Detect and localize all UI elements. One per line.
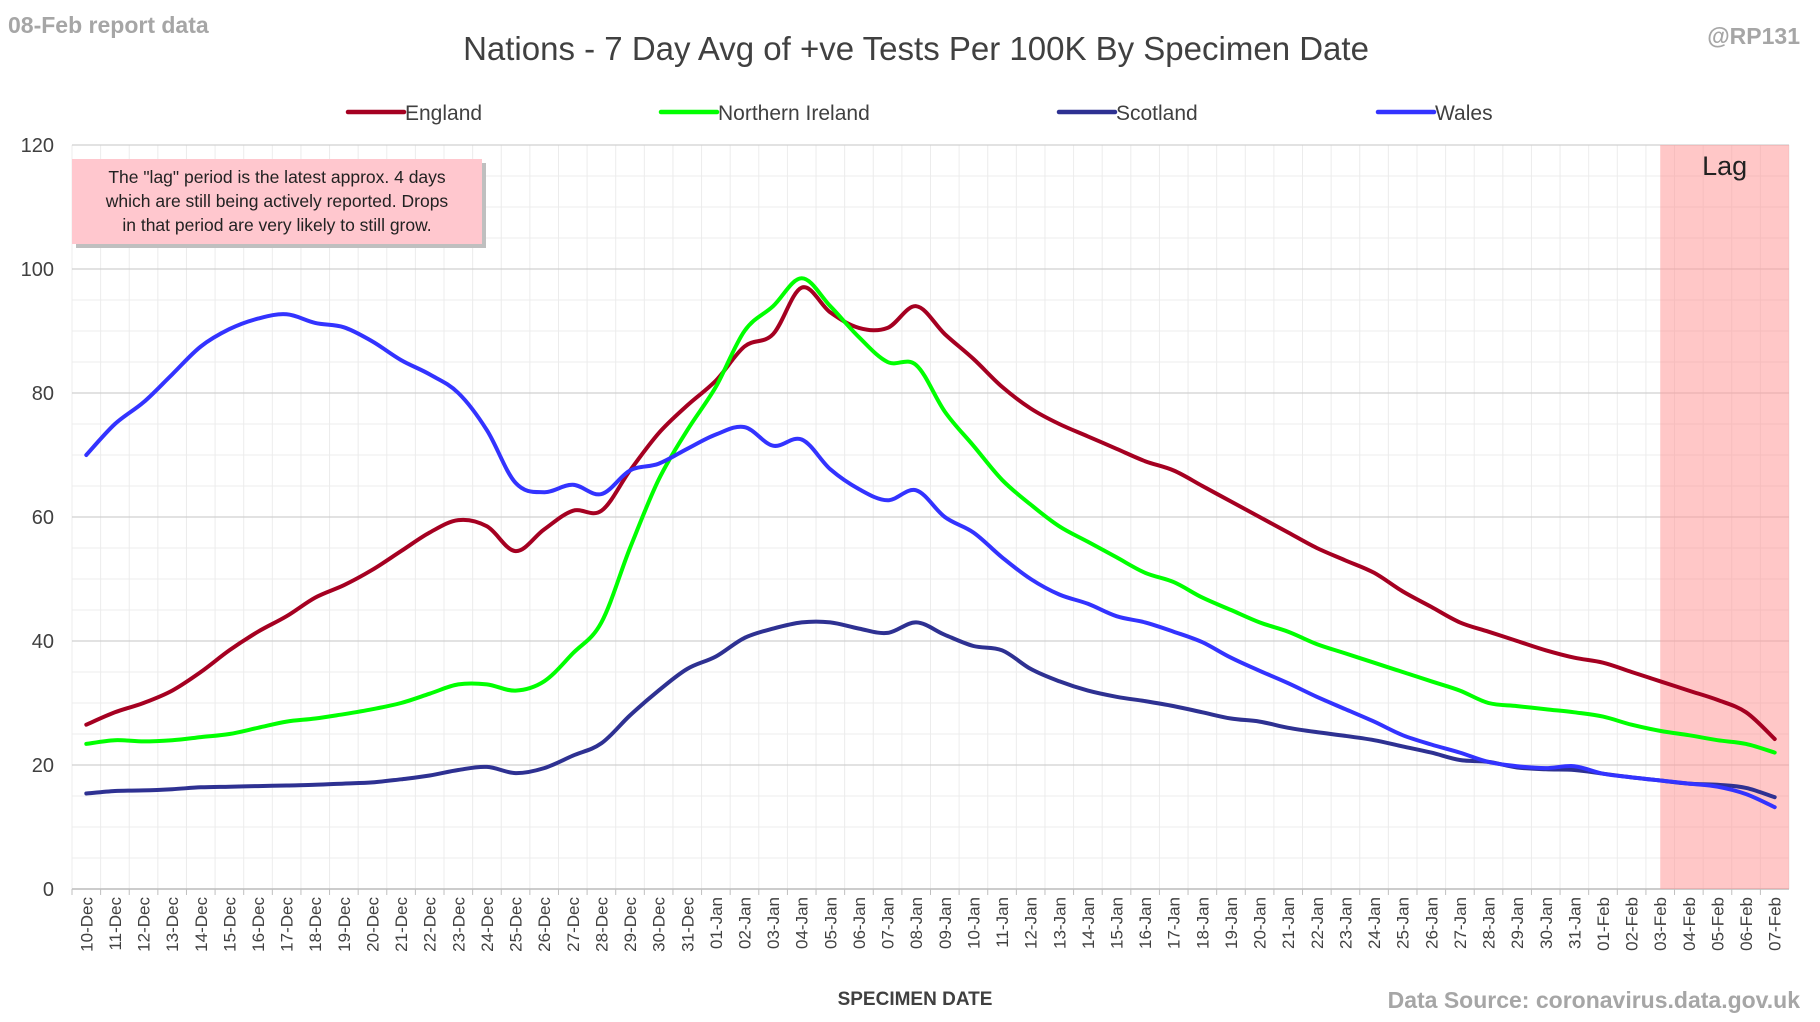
grid bbox=[71, 144, 1790, 890]
x-tick-label: 15-Jan bbox=[1108, 897, 1127, 949]
legend: England Northern Ireland Scotland Wales bbox=[345, 102, 1493, 125]
y-tick-label: 100 bbox=[21, 259, 54, 281]
legend-label-scotland: Scotland bbox=[1116, 102, 1198, 125]
x-tick-label: 02-Jan bbox=[735, 897, 754, 949]
x-tick-label: 05-Feb bbox=[1708, 897, 1727, 951]
x-tick-label: 15-Dec bbox=[220, 897, 239, 952]
x-tick-label: 12-Jan bbox=[1022, 897, 1041, 949]
y-tick-label: 80 bbox=[32, 383, 54, 405]
x-tick-label: 19-Dec bbox=[335, 897, 354, 952]
note-line-2: which are still being actively reported.… bbox=[105, 191, 449, 211]
x-tick-label: 17-Jan bbox=[1165, 897, 1184, 949]
x-tick-label: 17-Dec bbox=[278, 897, 297, 952]
x-tick-label: 02-Feb bbox=[1623, 897, 1642, 951]
legend-label-england: England bbox=[405, 102, 482, 125]
report-label: 08-Feb report data bbox=[8, 12, 209, 38]
x-tick-label: 07-Feb bbox=[1766, 897, 1785, 951]
x-tick-label: 25-Jan bbox=[1394, 897, 1413, 949]
x-tick-label: 10-Dec bbox=[77, 897, 96, 952]
lag-band bbox=[1660, 145, 1789, 889]
x-tick-label: 06-Feb bbox=[1737, 897, 1756, 951]
x-tick-label: 30-Jan bbox=[1537, 897, 1556, 949]
x-tick-label: 22-Jan bbox=[1308, 897, 1327, 949]
x-tick-label: 28-Dec bbox=[592, 897, 611, 952]
x-tick-label: 20-Dec bbox=[363, 897, 382, 952]
x-tick-label: 22-Dec bbox=[421, 897, 440, 952]
x-tick-label: 16-Dec bbox=[249, 897, 268, 952]
x-tick-label: 29-Jan bbox=[1508, 897, 1527, 949]
lag-label: Lag bbox=[1702, 151, 1747, 181]
series-line-wales bbox=[84, 312, 1777, 810]
x-axis-label: SPECIMEN DATE bbox=[838, 989, 993, 1010]
x-tick-label: 28-Jan bbox=[1480, 897, 1499, 949]
x-tick-label: 18-Dec bbox=[306, 897, 325, 952]
x-tick-label: 11-Jan bbox=[993, 897, 1012, 948]
x-tick-label: 16-Jan bbox=[1136, 897, 1155, 949]
x-tick-label: 19-Jan bbox=[1222, 897, 1241, 949]
chart-title: Nations - 7 Day Avg of +ve Tests Per 100… bbox=[463, 30, 1369, 67]
note-box-background bbox=[72, 159, 482, 244]
x-tick-label: 13-Dec bbox=[163, 897, 182, 952]
x-tick-label: 05-Jan bbox=[821, 897, 840, 949]
series-group bbox=[84, 276, 1777, 810]
note-box: The "lag" period is the latest approx. 4… bbox=[72, 159, 486, 248]
x-tick-label: 26-Dec bbox=[535, 897, 554, 952]
x-tick-label: 10-Jan bbox=[964, 897, 983, 949]
y-tick-label: 0 bbox=[43, 879, 54, 901]
x-tick-label: 14-Dec bbox=[192, 897, 211, 952]
x-tick-label: 27-Jan bbox=[1451, 897, 1470, 949]
x-tick-label: 13-Jan bbox=[1050, 897, 1069, 949]
y-tick-label: 60 bbox=[32, 507, 54, 529]
y-tick-label: 120 bbox=[21, 135, 54, 157]
x-tick-label: 03-Jan bbox=[764, 897, 783, 949]
x-tick-label: 07-Jan bbox=[879, 897, 898, 949]
x-tick-label: 24-Jan bbox=[1365, 897, 1384, 949]
x-tick-label: 25-Dec bbox=[507, 897, 526, 952]
x-tick-label: 24-Dec bbox=[478, 897, 497, 952]
x-tick-label: 12-Dec bbox=[135, 897, 154, 952]
series-line-northern-ireland bbox=[84, 276, 1777, 755]
x-tick-label: 21-Jan bbox=[1279, 897, 1298, 949]
note-line-1: The "lag" period is the latest approx. 4… bbox=[108, 167, 446, 187]
x-tick-label: 31-Jan bbox=[1565, 897, 1584, 949]
data-source: Data Source: coronavirus.data.gov.uk bbox=[1388, 987, 1801, 1013]
x-tick-label: 31-Dec bbox=[678, 897, 697, 952]
x-tick-label: 27-Dec bbox=[564, 897, 583, 952]
x-tick-label: 04-Feb bbox=[1680, 897, 1699, 951]
x-tick-label: 21-Dec bbox=[392, 897, 411, 952]
legend-label-northern-ireland: Northern Ireland bbox=[718, 102, 870, 125]
y-axis: 0 20 40 60 80 100 120 bbox=[21, 135, 54, 901]
x-tick-label: 08-Jan bbox=[907, 897, 926, 949]
x-tick-label: 04-Jan bbox=[793, 897, 812, 949]
x-tick-label: 01-Jan bbox=[707, 897, 726, 949]
x-tick-label: 11-Dec bbox=[106, 897, 125, 951]
y-tick-label: 40 bbox=[32, 631, 54, 653]
x-tick-label: 18-Jan bbox=[1193, 897, 1212, 949]
x-tick-label: 09-Jan bbox=[936, 897, 955, 949]
note-line-3: in that period are very likely to still … bbox=[122, 215, 431, 235]
y-tick-label: 20 bbox=[32, 755, 54, 777]
x-tick-label: 23-Jan bbox=[1336, 897, 1355, 949]
handle: @RP131 bbox=[1707, 23, 1800, 49]
x-tick-label: 29-Dec bbox=[621, 897, 640, 952]
x-tick-label: 26-Jan bbox=[1422, 897, 1441, 949]
x-tick-label: 03-Feb bbox=[1651, 897, 1670, 951]
x-tick-label: 14-Jan bbox=[1079, 897, 1098, 949]
x-tick-label: 23-Dec bbox=[449, 897, 468, 952]
x-tick-label: 20-Jan bbox=[1251, 897, 1270, 949]
x-tick-label: 01-Feb bbox=[1594, 897, 1613, 951]
x-tick-label: 30-Dec bbox=[650, 897, 669, 952]
x-axis: 10-Dec 11-Dec 12-Dec 13-Dec 14-Dec 15-Dec 16-D… bbox=[71, 889, 1785, 952]
x-tick-label: 06-Jan bbox=[850, 897, 869, 949]
series-line-england bbox=[84, 285, 1777, 741]
legend-label-wales: Wales bbox=[1435, 102, 1493, 125]
